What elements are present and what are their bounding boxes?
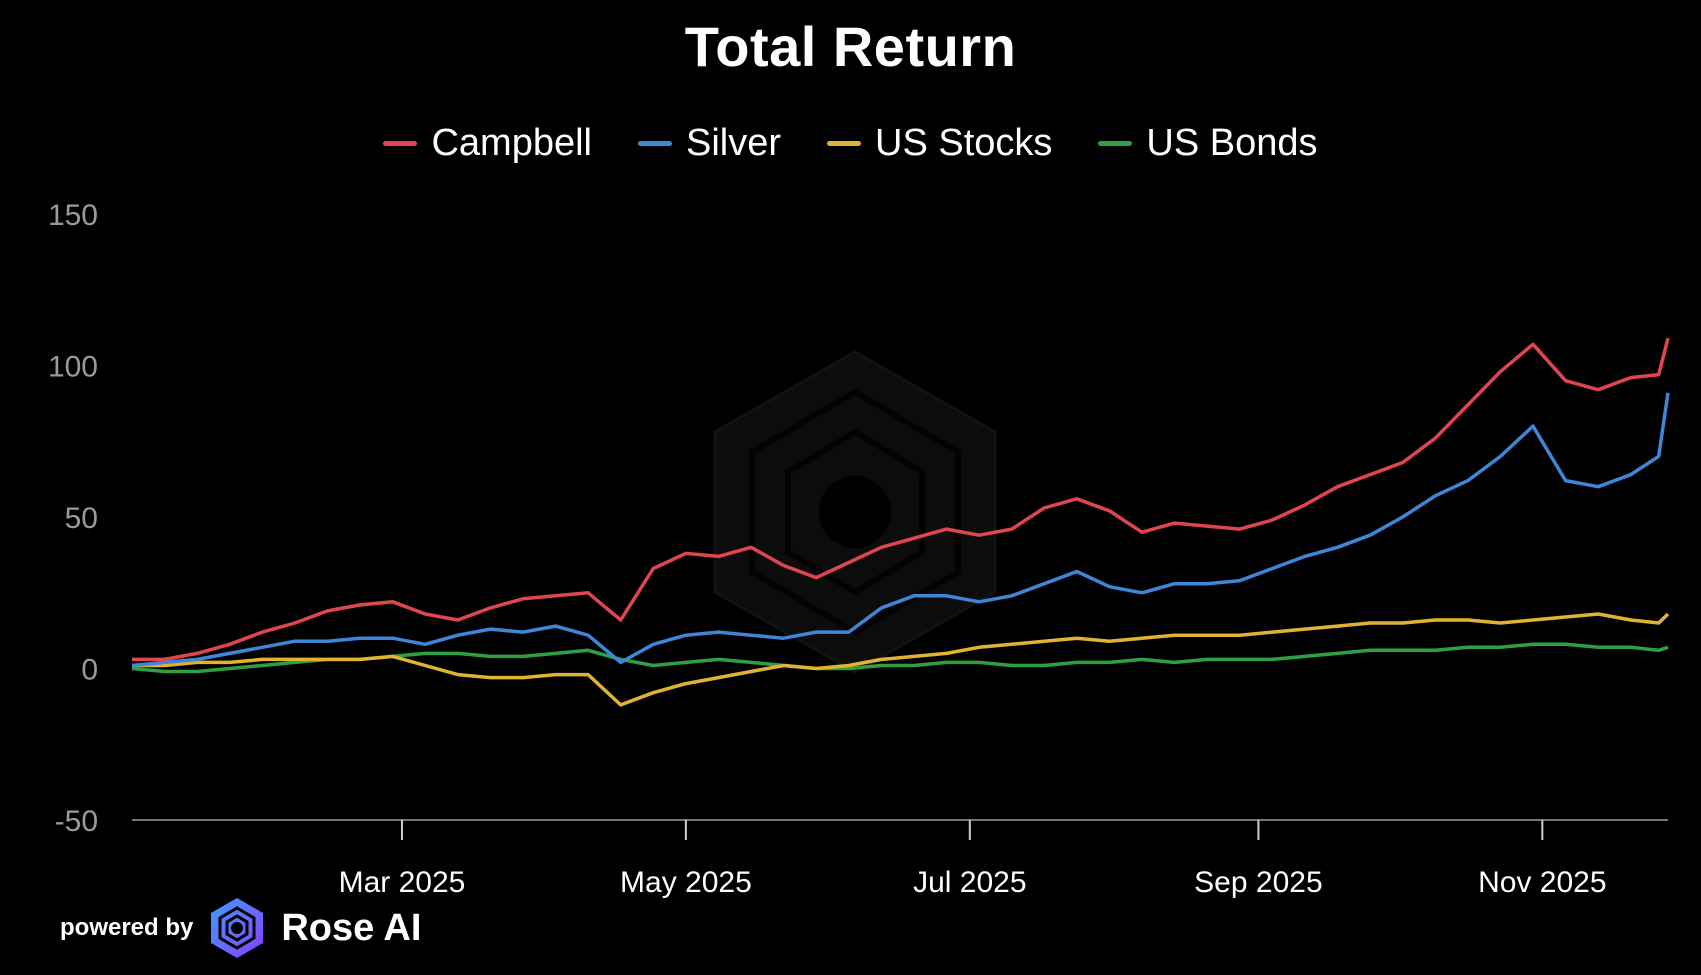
legend-label: Silver [686, 122, 782, 164]
legend-label: Campbell [431, 122, 592, 164]
legend-swatch [827, 141, 862, 146]
series-lines [131, 337, 1670, 707]
legend-item: US Stocks [827, 122, 1052, 165]
y-tick-label: 0 [81, 654, 98, 687]
x-tick-label: Sep 2025 [1194, 866, 1322, 899]
x-tick-label: May 2025 [620, 866, 752, 899]
watermark-logo-icon [713, 350, 997, 674]
x-tick-label: Nov 2025 [1478, 866, 1606, 899]
legend-item: Silver [638, 122, 781, 165]
legend: Campbell Silver US Stocks US Bonds [0, 122, 1701, 165]
y-tick-label: 50 [65, 502, 98, 535]
rose-ai-logo-icon [211, 898, 264, 958]
series-line-us-stocks [132, 612, 1670, 707]
legend-label: US Bonds [1146, 122, 1318, 164]
axes: 150 100 50 0 -50 Mar 2025 May 2025 Jul 2025 Sep … [48, 199, 1668, 899]
series-line-silver [131, 392, 1670, 668]
y-tick-label: 150 [48, 199, 98, 232]
y-tick-label: 100 [48, 351, 98, 384]
legend-item: Campbell [383, 122, 592, 165]
x-tick-label: Jul 2025 [913, 866, 1026, 899]
series-line-campbell [132, 337, 1670, 662]
brand-name: Rose AI [281, 906, 422, 949]
legend-label: US Stocks [875, 122, 1053, 164]
legend-swatch [1098, 141, 1133, 146]
x-tick-label: Mar 2025 [339, 866, 466, 899]
legend-swatch [638, 141, 672, 146]
chart-title: Total Return [684, 15, 1017, 78]
footer: powered by Rose AI [60, 896, 421, 960]
legend-swatch [383, 141, 418, 146]
legend-item: US Bonds [1098, 122, 1318, 165]
powered-by-text: powered by [60, 914, 194, 941]
y-tick-label: -50 [55, 805, 98, 838]
